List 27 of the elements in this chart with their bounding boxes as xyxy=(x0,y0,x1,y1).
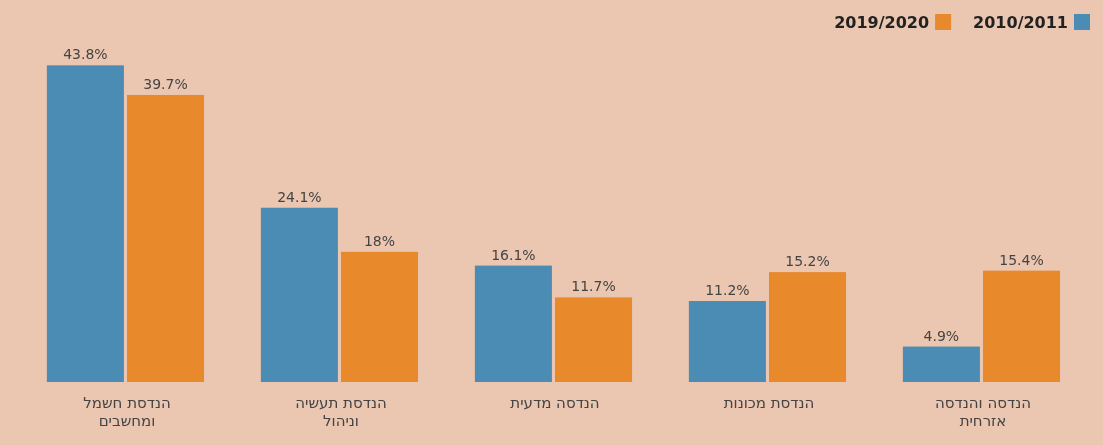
data-label: 11.2% xyxy=(705,282,750,299)
legend-label: 2010/2011 xyxy=(973,13,1068,32)
data-label: 15.2% xyxy=(785,253,830,270)
x-tick-label: הנדסת מכונות xyxy=(722,394,816,412)
x-tick-label: הנדסה מדעית xyxy=(509,394,601,412)
data-label: 18% xyxy=(363,232,396,249)
bar xyxy=(688,301,766,382)
bar xyxy=(127,94,205,382)
data-label: 24.1% xyxy=(277,188,322,205)
data-label: 11.7% xyxy=(571,278,616,295)
bar xyxy=(555,297,633,382)
bar xyxy=(341,251,419,382)
data-label: 39.7% xyxy=(143,75,188,92)
legend-label: 2019/2020 xyxy=(834,13,930,32)
bar xyxy=(902,346,980,382)
x-tick-label: הנדסת תעשיה וניהול xyxy=(294,394,388,430)
data-label: 43.8% xyxy=(63,46,108,63)
data-label: 16.1% xyxy=(491,246,536,263)
x-tick-label: הנדסה והנדסה אזרחית xyxy=(934,394,1032,430)
data-label: 15.4% xyxy=(999,251,1044,268)
bar xyxy=(474,265,552,382)
data-label: 4.9% xyxy=(923,327,960,344)
bar xyxy=(46,65,124,382)
bar xyxy=(260,207,338,382)
bar xyxy=(769,272,847,382)
bar xyxy=(983,270,1061,382)
x-tick-label: הנדסת חשמל ומחשבים xyxy=(82,394,172,430)
